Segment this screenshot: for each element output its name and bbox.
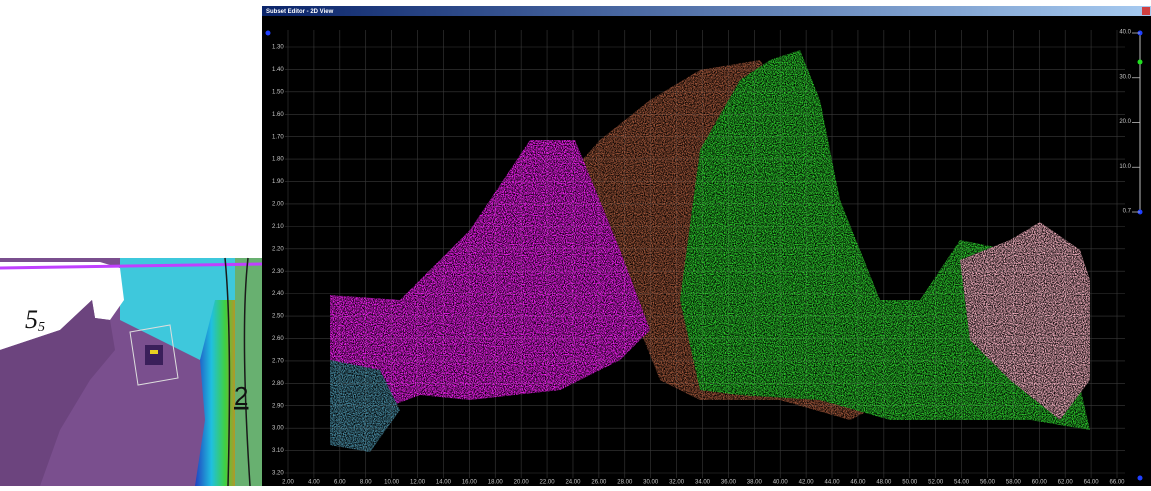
x-tick-label: 24.00 [565,480,581,486]
y-tick-label: 2.50 [272,314,284,320]
y-tick-label: 2.80 [272,381,284,387]
x-tick-label: 60.00 [1032,480,1048,486]
slider-label: 20.0 [1119,119,1131,125]
x-tick-label: 8.00 [360,480,372,486]
x-tick-label: 38.00 [747,480,763,486]
map: 55 2 [0,258,262,486]
x-tick-label: 58.00 [1006,480,1022,486]
x-tick-label: 16.00 [462,480,478,486]
slider-label: 0.7 [1123,209,1132,215]
y-tick-label: 1.40 [272,67,284,73]
x-tick-label: 50.00 [902,480,918,486]
y-tick-label: 1.50 [272,89,284,95]
map-label: 2 [234,381,248,411]
x-tick-label: 44.00 [825,480,841,486]
x-tick-label: 66.00 [1109,480,1125,486]
x-tick-label: 52.00 [928,480,944,486]
x-tick-label: 54.00 [954,480,970,486]
window-title: Subset Editor - 2D View [266,9,334,15]
y-tick-label: 1.60 [272,112,284,118]
x-tick-label: 10.00 [384,480,400,486]
close-button[interactable] [1142,7,1150,15]
slider-label: 40.0 [1119,30,1131,36]
x-tick-label: 56.00 [980,480,996,486]
x-tick-label: 12.00 [410,480,426,486]
x-tick-label: 4.00 [308,480,320,486]
x-tick-label: 14.00 [436,480,452,486]
x-tick-label: 62.00 [1058,480,1074,486]
x-tick-label: 6.00 [334,480,346,486]
y-tick-label: 2.70 [272,358,284,364]
y-tick-label: 2.10 [272,224,284,230]
slider-label: 10.0 [1119,164,1131,170]
x-tick-label: 20.00 [514,480,530,486]
y-tick-label: 2.40 [272,291,284,297]
y-tick-label: 2.00 [272,202,284,208]
x-tick-label: 48.00 [876,480,892,486]
y-tick-label: 1.80 [272,157,284,163]
x-tick-label: 32.00 [669,480,685,486]
y-tick-label: 3.10 [272,448,284,454]
x-tick-label: 34.00 [695,480,711,486]
x-tick-label: 64.00 [1084,480,1100,486]
title-bar [262,6,1151,16]
y-tick-label: 2.20 [272,246,284,252]
y-tick-label: 2.90 [272,403,284,409]
x-tick-label: 28.00 [617,480,633,486]
x-tick-label: 36.00 [721,480,737,486]
x-tick-label: 42.00 [799,480,815,486]
corner-handle [1138,476,1143,481]
x-tick-label: 40.00 [773,480,789,486]
y-tick-label: 1.70 [272,134,284,140]
corner-handle [266,31,271,36]
screen: 55 2 Subset Editor - 2D View 1.30 1.40 1.5… [0,0,1151,486]
y-tick-label: 3.20 [272,471,284,477]
y-tick-label: 2.30 [272,269,284,275]
slider-handle[interactable] [1138,60,1143,65]
selection-data [150,350,158,354]
x-tick-label: 2.00 [282,480,294,486]
y-tick-label: 1.90 [272,179,284,185]
y-tick-label: 2.60 [272,336,284,342]
x-tick-label: 18.00 [488,480,504,486]
x-tick-label: 26.00 [591,480,607,486]
x-tick-label: 30.00 [643,480,659,486]
x-tick-label: 46.00 [850,480,866,486]
selection-data [145,345,163,365]
y-tick-label: 3.00 [272,426,284,432]
x-tick-label: 22.00 [540,480,556,486]
y-tick-label: 1.30 [272,45,284,51]
slider-label: 30.0 [1119,74,1131,80]
